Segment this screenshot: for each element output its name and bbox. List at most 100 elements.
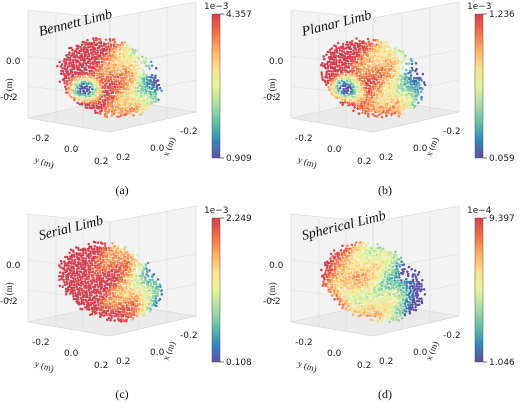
data-point	[394, 62, 398, 66]
data-point	[82, 50, 86, 53]
data-point	[384, 62, 388, 65]
data-point	[343, 284, 346, 287]
data-point	[383, 52, 386, 56]
data-point	[109, 47, 113, 50]
data-point	[405, 89, 408, 92]
data-point	[362, 56, 365, 60]
data-point	[375, 300, 379, 303]
data-point	[153, 76, 157, 80]
data-point	[85, 57, 89, 60]
data-point	[349, 47, 353, 51]
data-point	[389, 268, 393, 272]
data-point	[388, 306, 391, 310]
data-point	[71, 48, 74, 52]
data-point	[355, 257, 358, 260]
data-point	[393, 47, 397, 50]
data-point	[120, 272, 123, 276]
data-point	[354, 298, 358, 302]
data-point	[420, 79, 423, 82]
data-point	[94, 256, 98, 260]
data-point	[420, 98, 423, 101]
data-point	[100, 295, 103, 298]
data-point	[329, 290, 332, 294]
data-point	[131, 96, 134, 99]
data-point	[399, 79, 403, 82]
data-point	[131, 49, 135, 52]
data-point	[326, 282, 329, 286]
data-point	[100, 57, 104, 61]
data-point	[393, 102, 397, 106]
data-point	[84, 96, 87, 100]
data-point	[422, 81, 426, 84]
data-point	[329, 269, 333, 272]
data-point	[323, 63, 327, 66]
data-point	[374, 249, 378, 253]
data-point	[369, 267, 372, 271]
data-point	[117, 64, 121, 67]
data-point	[386, 276, 389, 279]
data-point	[352, 254, 355, 258]
data-point	[129, 256, 133, 259]
data-point	[351, 251, 355, 255]
data-point	[94, 69, 98, 72]
data-point	[79, 281, 83, 285]
data-point	[390, 113, 393, 117]
data-point	[83, 280, 87, 283]
data-point	[380, 298, 383, 301]
data-point	[100, 65, 104, 69]
data-point	[63, 261, 66, 264]
data-point	[105, 295, 108, 298]
data-point	[384, 301, 388, 305]
data-point	[359, 60, 363, 63]
data-point	[75, 279, 78, 282]
data-point	[111, 302, 114, 305]
data-point	[83, 306, 87, 309]
data-point	[84, 46, 87, 49]
data-point	[137, 290, 141, 293]
data-point	[94, 102, 98, 105]
data-point	[114, 94, 117, 98]
data-point	[343, 249, 346, 252]
data-point	[379, 59, 382, 63]
data-point	[379, 57, 382, 60]
data-point	[83, 274, 87, 278]
data-point	[136, 304, 139, 307]
data-point	[92, 41, 96, 44]
data-point	[401, 51, 405, 55]
data-point	[374, 279, 378, 282]
data-point	[135, 110, 138, 113]
data-point	[77, 51, 81, 55]
data-point	[347, 256, 351, 260]
data-point	[68, 94, 71, 97]
data-point	[99, 292, 103, 296]
data-point	[100, 103, 103, 106]
data-point	[158, 86, 162, 90]
data-point	[368, 297, 371, 301]
data-point	[338, 86, 342, 90]
data-point	[405, 85, 408, 89]
data-point	[406, 289, 409, 293]
data-point	[334, 54, 337, 57]
data-point	[412, 299, 416, 302]
data-point	[328, 267, 332, 270]
data-point	[93, 280, 96, 283]
x-tick-label: -0.2	[180, 127, 198, 137]
data-point	[350, 249, 353, 252]
data-point	[142, 265, 145, 269]
data-point	[388, 264, 392, 267]
data-point	[340, 63, 344, 66]
data-point	[395, 262, 399, 265]
data-point	[133, 61, 136, 64]
data-point	[367, 112, 370, 116]
x-tick-label: -0.2	[443, 127, 461, 137]
data-point	[405, 78, 409, 82]
data-point	[366, 37, 370, 41]
data-point	[95, 276, 99, 279]
data-point	[116, 247, 120, 250]
data-point	[331, 287, 334, 291]
data-point	[409, 80, 412, 84]
data-point	[348, 303, 351, 306]
data-point	[352, 69, 355, 72]
data-point	[373, 270, 377, 273]
data-point	[101, 271, 105, 275]
